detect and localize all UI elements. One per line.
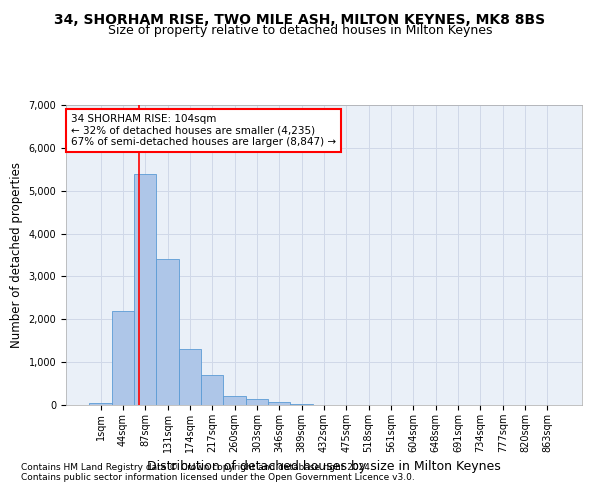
X-axis label: Distribution of detached houses by size in Milton Keynes: Distribution of detached houses by size … (147, 460, 501, 473)
Text: 34, SHORHAM RISE, TWO MILE ASH, MILTON KEYNES, MK8 8BS: 34, SHORHAM RISE, TWO MILE ASH, MILTON K… (55, 12, 545, 26)
Bar (268, 402, 290, 405)
Text: Contains HM Land Registry data © Crown copyright and database right 2024.: Contains HM Land Registry data © Crown c… (21, 462, 373, 471)
Bar (157, 260, 179, 405)
Y-axis label: Number of detached properties: Number of detached properties (10, 162, 23, 348)
Bar (246, 398, 268, 405)
Text: 34 SHORHAM RISE: 104sqm
← 32% of detached houses are smaller (4,235)
67% of semi: 34 SHORHAM RISE: 104sqm ← 32% of detache… (71, 114, 336, 147)
Bar (112, 310, 134, 405)
Bar (223, 396, 246, 405)
Bar (89, 403, 112, 405)
Bar (201, 375, 223, 405)
Bar (134, 174, 157, 405)
Text: Size of property relative to detached houses in Milton Keynes: Size of property relative to detached ho… (108, 24, 492, 37)
Bar (290, 404, 313, 405)
Bar (179, 350, 201, 405)
Text: Contains public sector information licensed under the Open Government Licence v3: Contains public sector information licen… (21, 472, 415, 482)
